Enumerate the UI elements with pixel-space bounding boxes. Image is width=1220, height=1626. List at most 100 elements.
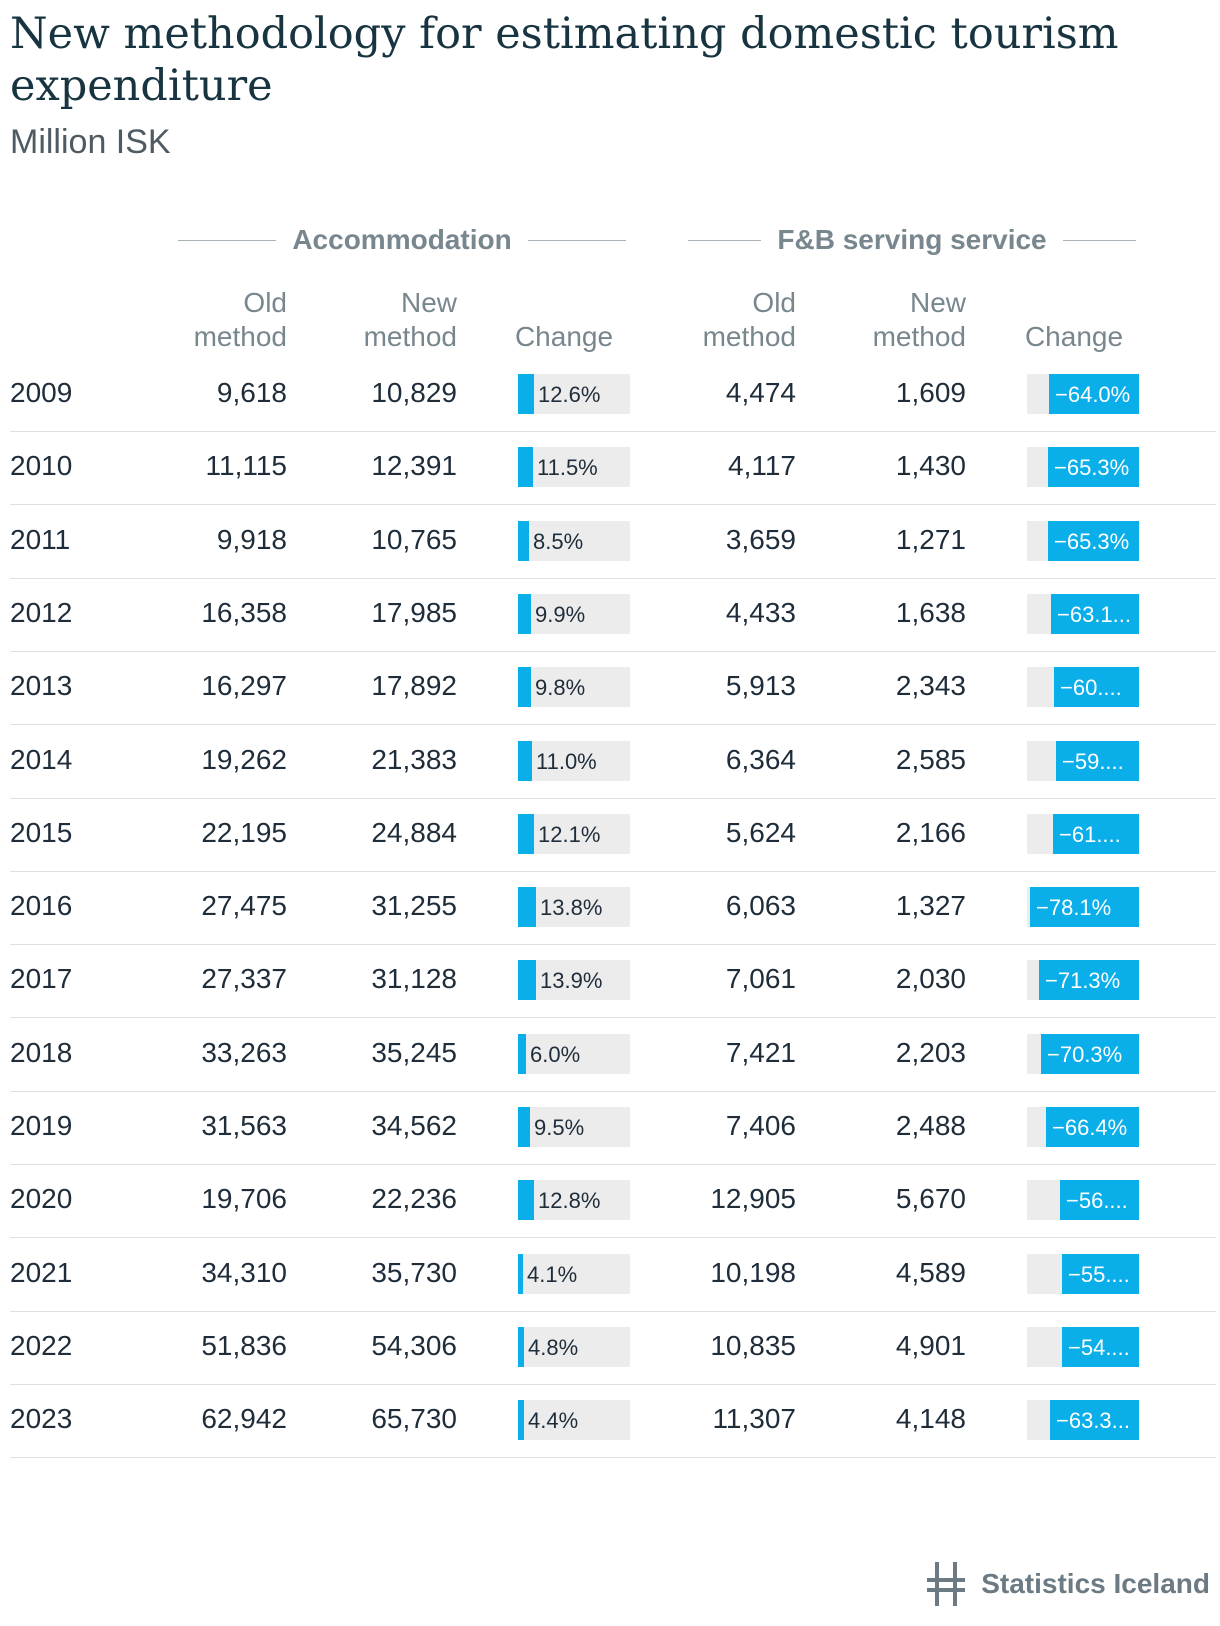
acc-change-bar-cell: 12.6% xyxy=(518,374,630,414)
acc-change-bar-cell: 6.0% xyxy=(518,1033,630,1074)
fb-change-bar-cell: −61.... xyxy=(1027,813,1139,854)
fb-change-bar-cell: −78.1% xyxy=(1027,887,1139,928)
acc-change-bar xyxy=(518,1253,523,1294)
fb-change-bar xyxy=(1056,740,1139,781)
fb-change-bar xyxy=(1049,374,1139,414)
table-row: 2011 9,918 10,765 3,659 1,271 8.5% −65.3% xyxy=(10,502,1216,579)
fb-new-value: 2,488 xyxy=(895,1110,966,1141)
table-row: 2023 62,942 65,730 11,307 4,148 4.4% −63.3... xyxy=(10,1381,1216,1459)
fb-new-value: 2,203 xyxy=(895,1036,966,1068)
acc-new-method-header: New method xyxy=(363,287,457,352)
acc-change-label: 11.5% xyxy=(537,455,598,481)
acc-change-bar xyxy=(518,1107,530,1147)
year-cell: 2015 xyxy=(10,816,73,848)
table-row: 2016 27,475 31,255 6,063 1,327 13.8% −78.1% xyxy=(10,868,1216,946)
fb-new-value: 2,030 xyxy=(895,963,966,995)
acc-change-bar xyxy=(518,887,536,928)
acc-old-value: 19,262 xyxy=(201,743,287,775)
acc-change-label: 12.6% xyxy=(538,382,601,407)
fb-new-value: 4,148 xyxy=(895,1403,966,1435)
acc-change-label: 9.5% xyxy=(534,1115,585,1140)
acc-old-value: 33,263 xyxy=(201,1036,287,1068)
acc-old-value: 16,297 xyxy=(201,670,287,702)
acc-old-value: 22,195 xyxy=(201,816,287,848)
acc-change-bar xyxy=(518,960,536,1001)
fb-old-value: 12,905 xyxy=(710,1183,796,1215)
table-row: 2017 27,337 31,128 7,061 2,030 13.9% −71.3% xyxy=(10,941,1216,1019)
fb-old-value: 7,421 xyxy=(725,1036,796,1068)
acc-change-bar-cell: 13.9% xyxy=(518,960,630,1001)
fb-change-bar-cell: −63.3... xyxy=(1027,1400,1139,1441)
fb-change-bar-cell: −60.... xyxy=(1027,667,1139,708)
fb-old-value: 4,433 xyxy=(725,596,796,628)
fb-change-label: −55.... xyxy=(1068,1261,1130,1287)
chart-subtitle: Million ISK xyxy=(10,123,171,161)
acc-new-value: 21,383 xyxy=(371,743,457,775)
fb-change-bar xyxy=(1048,520,1139,561)
table-row: 2022 51,836 54,306 10,835 4,901 4.8% −54.... xyxy=(10,1308,1216,1385)
fb-change-bar-cell: −59.... xyxy=(1027,740,1139,781)
group-rule-left xyxy=(688,239,762,241)
acc-change-label: 8.5% xyxy=(533,528,584,554)
year-cell: 2010 xyxy=(10,450,73,482)
acc-old-value: 62,942 xyxy=(201,1403,287,1435)
year-cell: 2022 xyxy=(10,1329,73,1361)
fb-new-value: 2,343 xyxy=(895,670,966,702)
acc-old-value: 11,115 xyxy=(205,450,287,482)
fb-change-bar-cell: −70.3% xyxy=(1027,1033,1139,1074)
acc-change-bar xyxy=(518,740,532,781)
fb-old-value: 3,659 xyxy=(725,523,796,555)
acc-new-value: 10,765 xyxy=(371,523,457,555)
fb-change-label: −64.0% xyxy=(1055,382,1131,407)
acc-change-header: Change xyxy=(514,321,614,352)
year-cell: 2023 xyxy=(10,1403,73,1435)
fb-change-label: −60.... xyxy=(1060,675,1122,701)
acc-change-bar-cell: 11.5% xyxy=(518,447,630,488)
fb-change-bar-cell: −54.... xyxy=(1027,1326,1139,1367)
fb-change-bar-cell: −71.3% xyxy=(1027,960,1139,1001)
year-cell: 2012 xyxy=(10,596,73,628)
fb-change-label: −54.... xyxy=(1068,1334,1130,1360)
acc-new-value: 54,306 xyxy=(371,1329,457,1361)
fb-new-value: 4,901 xyxy=(895,1329,966,1361)
acc-change-label: 9.9% xyxy=(535,601,586,627)
fb-new-method-header: New method xyxy=(872,287,966,352)
acc-old-value: 31,563 xyxy=(201,1110,287,1141)
acc-change-bar-cell: 12.8% xyxy=(518,1180,630,1221)
acc-change-bar xyxy=(518,813,534,854)
acc-change-bar xyxy=(518,447,533,488)
fb-change-bar xyxy=(1041,1033,1139,1074)
fb-change-label: −65.3% xyxy=(1054,528,1130,554)
acc-new-value: 12,391 xyxy=(371,450,457,482)
table-row: 2019 31,563 34,562 7,406 2,488 9.5% −66.4% xyxy=(10,1088,1216,1165)
table-row: 2018 33,263 35,245 7,421 2,203 6.0% −70.3% xyxy=(10,1015,1216,1092)
fb-change-bar xyxy=(1054,667,1139,708)
acc-change-label: 13.9% xyxy=(540,968,603,994)
fb-change-label: −63.1... xyxy=(1057,601,1132,627)
fb-old-value: 4,117 xyxy=(728,450,796,482)
fb-change-label: −59.... xyxy=(1062,748,1124,774)
fb-change-label: −66.4% xyxy=(1052,1115,1128,1140)
fb-new-value: 1,638 xyxy=(895,596,966,628)
table-row: 2012 16,358 17,985 4,433 1,638 9.9% −63.1... xyxy=(10,575,1216,652)
fb-new-value: 2,166 xyxy=(895,816,966,848)
fb-change-bar xyxy=(1060,1180,1139,1221)
acc-new-value: 17,892 xyxy=(371,670,457,702)
fb-change-label: −65.3% xyxy=(1054,455,1130,481)
fb-old-value: 11,307 xyxy=(712,1403,796,1435)
acc-new-value: 24,884 xyxy=(371,816,457,848)
acc-old-method-header: Old method xyxy=(193,287,287,352)
acc-new-value: 35,730 xyxy=(371,1256,457,1288)
fb-change-bar xyxy=(1030,887,1139,928)
fb-change-label: −71.3% xyxy=(1045,968,1121,994)
acc-old-value: 19,706 xyxy=(201,1183,287,1215)
year-cell: 2020 xyxy=(10,1183,73,1215)
acc-change-label: 9.8% xyxy=(535,675,586,701)
acc-change-bar-cell: 11.0% xyxy=(518,740,630,781)
acc-change-bar-cell: 9.8% xyxy=(518,667,630,708)
acc-change-bar xyxy=(518,1180,534,1221)
fb-new-value: 1,271 xyxy=(895,523,966,555)
table-row: 2021 34,310 35,730 10,198 4,589 4.1% −55.... xyxy=(10,1235,1216,1312)
acc-new-value: 17,985 xyxy=(371,596,457,628)
fb-new-value: 1,430 xyxy=(895,450,966,482)
